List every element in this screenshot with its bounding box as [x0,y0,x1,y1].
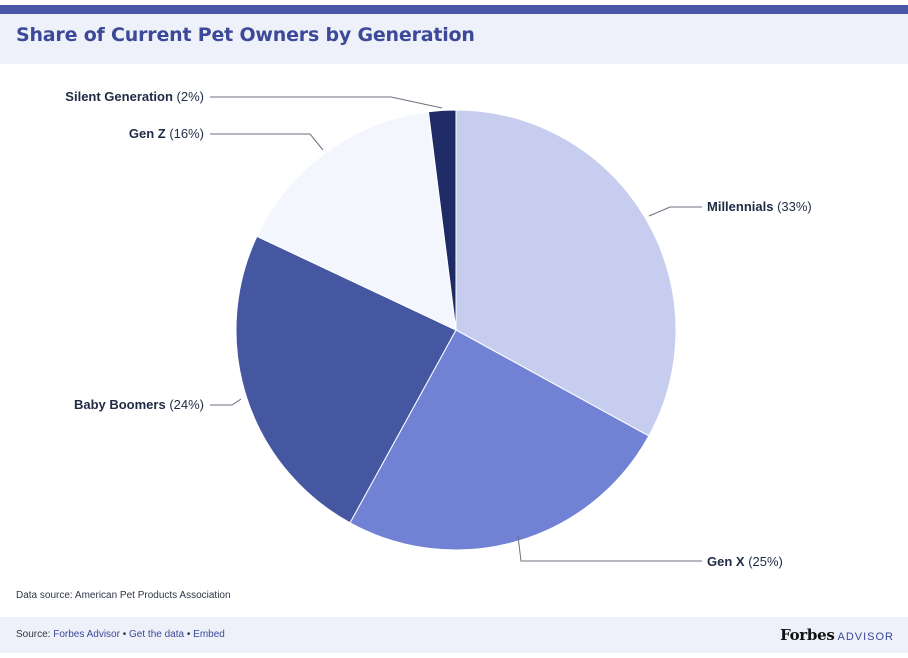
pie-slice-silent-generation [427,109,457,331]
slice-label-value: (33%) [773,199,811,214]
slice-label-name: Silent Generation [65,89,173,104]
leader-line-gen-z [210,133,324,151]
slice-label-name: Millennials [707,199,773,214]
get-the-data-link[interactable]: Get the data [129,629,185,640]
footer-bar: Source: Forbes Advisor • Get the data • … [0,617,908,653]
source-prefix: Source: [16,629,51,640]
slice-label-value: (24%) [166,397,204,412]
pie-slice-gen-x [349,329,650,551]
leader-line-millennials [648,206,702,217]
separator-dot: • [186,629,191,640]
leader-line-baby-boomers [210,398,242,406]
slice-label-value: (2%) [173,89,204,104]
slice-label-baby-boomers: Baby Boomers (24%) [74,397,204,412]
slice-label-silent-generation: Silent Generation (2%) [65,89,204,104]
slice-label-value: (16%) [166,126,204,141]
slice-label-name: Baby Boomers [74,397,166,412]
embed-link[interactable]: Embed [193,629,225,640]
slice-label-name: Gen Z [129,126,166,141]
brand-subtitle: ADVISOR [837,631,894,643]
slice-label-millennials: Millennials (33%) [707,199,812,214]
pie-slice-baby-boomers [235,235,457,524]
slice-label-gen-z: Gen Z (16%) [129,126,204,141]
leader-line-gen-x [517,535,702,562]
forbes-advisor-link[interactable]: Forbes Advisor [53,629,120,640]
separator-dot: • [122,629,127,640]
pie-slice-millennials [455,109,677,437]
pie-slice-gen-z [256,111,457,331]
chart-header: Share of Current Pet Owners by Generatio… [0,14,908,64]
data-source-note: Data source: American Pet Products Assoc… [16,590,231,601]
slice-label-name: Gen X [707,554,745,569]
chart-title: Share of Current Pet Owners by Generatio… [16,24,475,46]
pie-chart: Millennials (33%) Gen X (25%) Baby Boomers… [65,89,812,569]
forbes-advisor-logo: Forbes ADVISOR [780,626,894,645]
source-line: Source: Forbes Advisor • Get the data • … [16,629,225,640]
brand-wordmark: Forbes [780,626,835,644]
slice-label-gen-x: Gen X (25%) [707,554,783,569]
top-accent-bar [0,5,908,14]
slice-label-value: (25%) [745,554,783,569]
leader-line-silent-generation [210,96,443,109]
